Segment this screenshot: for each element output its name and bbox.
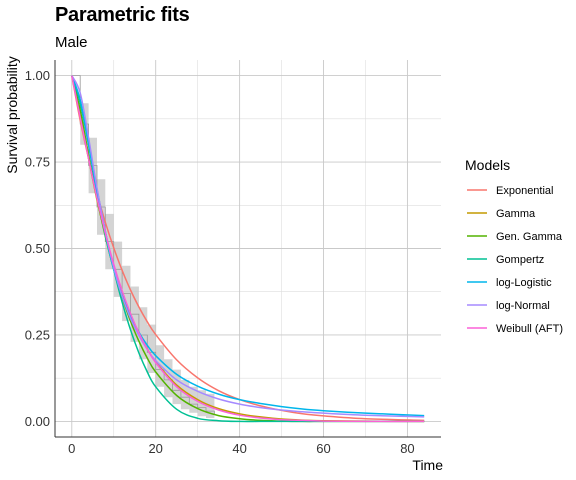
x-axis-label: Time <box>412 457 443 473</box>
legend: Models Exponential Gamma Gen. Gamma Gompert… <box>465 157 563 335</box>
legend-label-gamma: Gamma <box>496 208 536 220</box>
y-tick-labels: 0.00 0.25 0.50 0.75 1.00 <box>25 68 50 429</box>
y-tick-label: 0.75 <box>25 155 50 170</box>
axes <box>54 60 441 438</box>
km-confidence-band <box>71 75 215 420</box>
series-line-log-logistic <box>71 75 425 417</box>
y-tick-label: 0.50 <box>25 241 50 256</box>
y-axis-label: Survival probability <box>4 56 20 174</box>
legend-item-gen-gamma: Gen. Gamma <box>467 231 563 243</box>
y-tick-label: 0.00 <box>25 414 50 429</box>
y-tick-label: 0.25 <box>25 327 50 342</box>
chart-title: Parametric fits <box>55 4 190 26</box>
x-tick-label: 80 <box>400 441 414 456</box>
x-tick-label: 60 <box>316 441 330 456</box>
legend-item-gompertz: Gompertz <box>467 254 544 266</box>
legend-label-log-normal: log-Normal <box>496 300 550 312</box>
legend-label-weibull-aft: Weibull (AFT) <box>496 323 563 335</box>
x-tick-label: 20 <box>148 441 162 456</box>
legend-label-exponential: Exponential <box>496 185 554 197</box>
legend-item-weibull-aft: Weibull (AFT) <box>467 323 563 335</box>
legend-label-log-logistic: log-Logistic <box>496 277 552 289</box>
legend-title: Models <box>465 157 510 173</box>
legend-label-gen-gamma: Gen. Gamma <box>496 231 563 243</box>
series-lines <box>71 75 425 423</box>
x-tick-label: 40 <box>232 441 246 456</box>
x-tick-label: 0 <box>68 441 75 456</box>
chart-subtitle: Male <box>55 34 88 51</box>
major-gridlines <box>55 60 441 437</box>
legend-item-exponential: Exponential <box>467 185 554 197</box>
series-line-weibull-aft <box>71 75 425 423</box>
legend-label-gompertz: Gompertz <box>496 254 544 266</box>
series-line-exponential <box>71 75 425 422</box>
y-tick-label: 1.00 <box>25 68 50 83</box>
x-tick-labels: 0 20 40 60 80 <box>68 441 415 456</box>
series-line-log-normal <box>71 75 425 418</box>
legend-item-gamma: Gamma <box>467 208 536 220</box>
legend-item-log-logistic: log-Logistic <box>467 277 552 289</box>
legend-item-log-normal: log-Normal <box>467 300 550 312</box>
